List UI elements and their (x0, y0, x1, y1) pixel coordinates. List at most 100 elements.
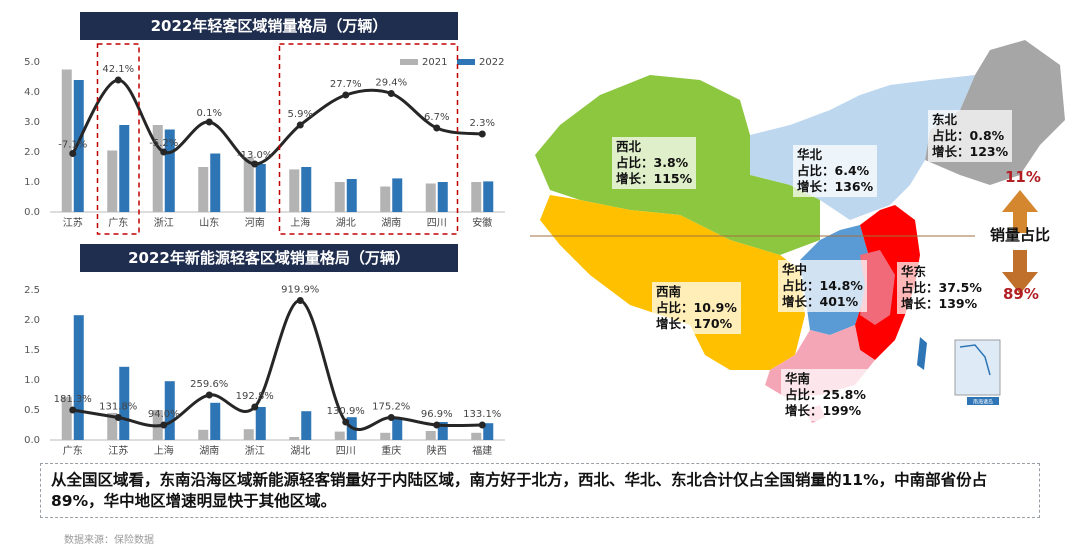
highlight-box (96, 43, 140, 235)
x-tick-label: 陕西 (427, 444, 447, 457)
y-tick-label: 0.5 (24, 405, 40, 416)
y-tick-label: 4.0 (24, 87, 40, 98)
x-tick-label: 四川 (336, 446, 356, 457)
region-name-xinan: 西南 (656, 284, 682, 299)
growth-point (387, 90, 395, 97)
region-label-huadong: 华东 占比：37.5% 增长：139% (897, 262, 986, 314)
growth-label: 919.9% (281, 285, 319, 296)
growth-line (71, 78, 483, 166)
region-growth-huazhong: 增长：401% (782, 294, 859, 309)
bar-2022-湖北 (346, 179, 357, 212)
y-tick-label: 1.0 (24, 177, 40, 188)
growth-point (114, 76, 122, 84)
bar-2022-湖北 (301, 411, 312, 440)
growth-point (251, 160, 259, 168)
data-source: 数据来源：保险数据 (64, 535, 154, 546)
bar-2022-安徽 (483, 181, 494, 212)
x-tick-label: 重庆 (381, 444, 401, 457)
y-tick-label: 0.0 (24, 435, 40, 446)
region-growth-xibei: 增长：115% (616, 171, 693, 186)
x-tick-label: 浙江 (245, 445, 265, 457)
growth-point (205, 118, 213, 126)
bar-2022-湖南 (210, 402, 221, 440)
chart2-plot: 0.0 0.5 1.0 1.5 2.0 2.5 广东 江苏 上海 湖南 浙江 湖北 四川 重庆 陕西 福建 18… (24, 285, 505, 457)
bar-2021-上海 (289, 169, 300, 212)
x-tick-label: 四川 (427, 218, 447, 229)
x-tick-label: 湖北 (290, 445, 310, 457)
south-share-pct: 89% (1003, 285, 1039, 303)
region-label-xinan: 西南 占比：10.9% 增长：170% (652, 282, 741, 334)
growth-label: 42.1% (102, 64, 134, 75)
region-shape-huadong-light (860, 250, 895, 325)
x-tick-label: 上海 (154, 444, 174, 457)
region-share-huadong: 占比：37.5% (901, 280, 982, 295)
share-divider-label: 销量占比 (990, 226, 1051, 244)
region-share-dongbei: 占比：0.8% (932, 128, 1005, 143)
south-sea-inset-caption: 南海诸岛 (973, 399, 993, 406)
growth-point (342, 91, 350, 99)
region-growth-xinan: 增长：170% (656, 316, 733, 331)
growth-label: 6.7% (424, 112, 449, 123)
share-arrows (1002, 190, 1038, 294)
growth-label: 94.0% (148, 409, 180, 420)
growth-point (478, 421, 486, 429)
region-name-huazhong: 华中 (782, 262, 808, 277)
south-sea-inset-caption-box (967, 397, 999, 405)
bar-2021-福建 (471, 432, 482, 440)
growth-point (433, 124, 441, 132)
growth-point (69, 406, 77, 414)
region-growth-dongbei: 增长：123% (932, 144, 1009, 159)
y-tick-label: 2.0 (24, 147, 40, 158)
growth-label: -5.2% (149, 138, 178, 149)
region-share-huanan: 占比：25.8% (785, 387, 866, 402)
bar-2022-四川 (437, 182, 448, 212)
x-tick-label: 山东 (199, 216, 219, 229)
chart2-title: 2022年新能源轻客区域销量格局（万辆） (80, 244, 458, 272)
bar-2021-安徽 (471, 182, 482, 212)
region-share-huabei: 占比：6.4% (797, 163, 870, 178)
region-growth-huadong: 增长：139% (901, 296, 978, 311)
growth-label: 131.8% (99, 402, 137, 413)
bar-2021-四川 (334, 431, 345, 440)
region-name-huanan: 华南 (785, 371, 811, 386)
growth-label: 133.1% (463, 409, 501, 420)
growth-label: -7.1% (58, 140, 87, 151)
growth-point (205, 391, 213, 399)
bar-2022-福建 (483, 423, 494, 440)
x-tick-label: 广东 (63, 444, 83, 457)
legend-label-2022: 2022 (479, 57, 505, 68)
bar-2021-湖南 (380, 186, 391, 212)
legend-label-2021: 2021 (422, 57, 448, 68)
growth-point (478, 130, 486, 138)
bar-2021-山东 (198, 167, 209, 212)
bar-2021-河南 (243, 157, 254, 212)
x-tick-label: 湖北 (336, 217, 356, 229)
growth-label: 0.1% (197, 108, 222, 119)
x-tick-label: 湖南 (199, 444, 219, 457)
region-share-xinan: 占比：10.9% (656, 300, 737, 315)
region-name-huadong: 华东 (901, 264, 927, 279)
region-share-xibei: 占比：3.8% (616, 155, 689, 170)
growth-label: 130.9% (327, 406, 365, 417)
north-share-pct: 11% (1005, 168, 1041, 186)
region-growth-huabei: 增长：136% (797, 179, 874, 194)
region-label-huazhong: 华中 占比：14.8% 增长：401% (778, 260, 867, 312)
region-name-huabei: 华北 (797, 147, 823, 162)
highlight-box (278, 43, 459, 235)
summary-text: 从全国区域看，东南沿海区域新能源轻客销量好于内陆区域，南方好于北方，西北、华北、… (40, 463, 1040, 518)
bar-2021-湖南 (198, 429, 209, 440)
growth-label: 2.3% (470, 118, 495, 129)
bar-2021-四川 (425, 183, 436, 212)
growth-point (114, 414, 122, 421)
growth-line (72, 299, 483, 431)
y-tick-label: 2.5 (24, 285, 40, 296)
growth-label: 96.9% (421, 409, 453, 420)
growth-label: 259.6% (190, 379, 228, 390)
chart1-title: 2022年轻客区域销量格局（万辆） (80, 12, 458, 40)
legend-swatch-2021 (400, 59, 418, 65)
bar-2022-上海 (301, 167, 312, 212)
growth-point (433, 421, 441, 429)
bar-2022-浙江 (164, 129, 175, 212)
x-tick-label: 江苏 (63, 216, 83, 229)
y-tick-label: 0.0 (24, 207, 40, 218)
